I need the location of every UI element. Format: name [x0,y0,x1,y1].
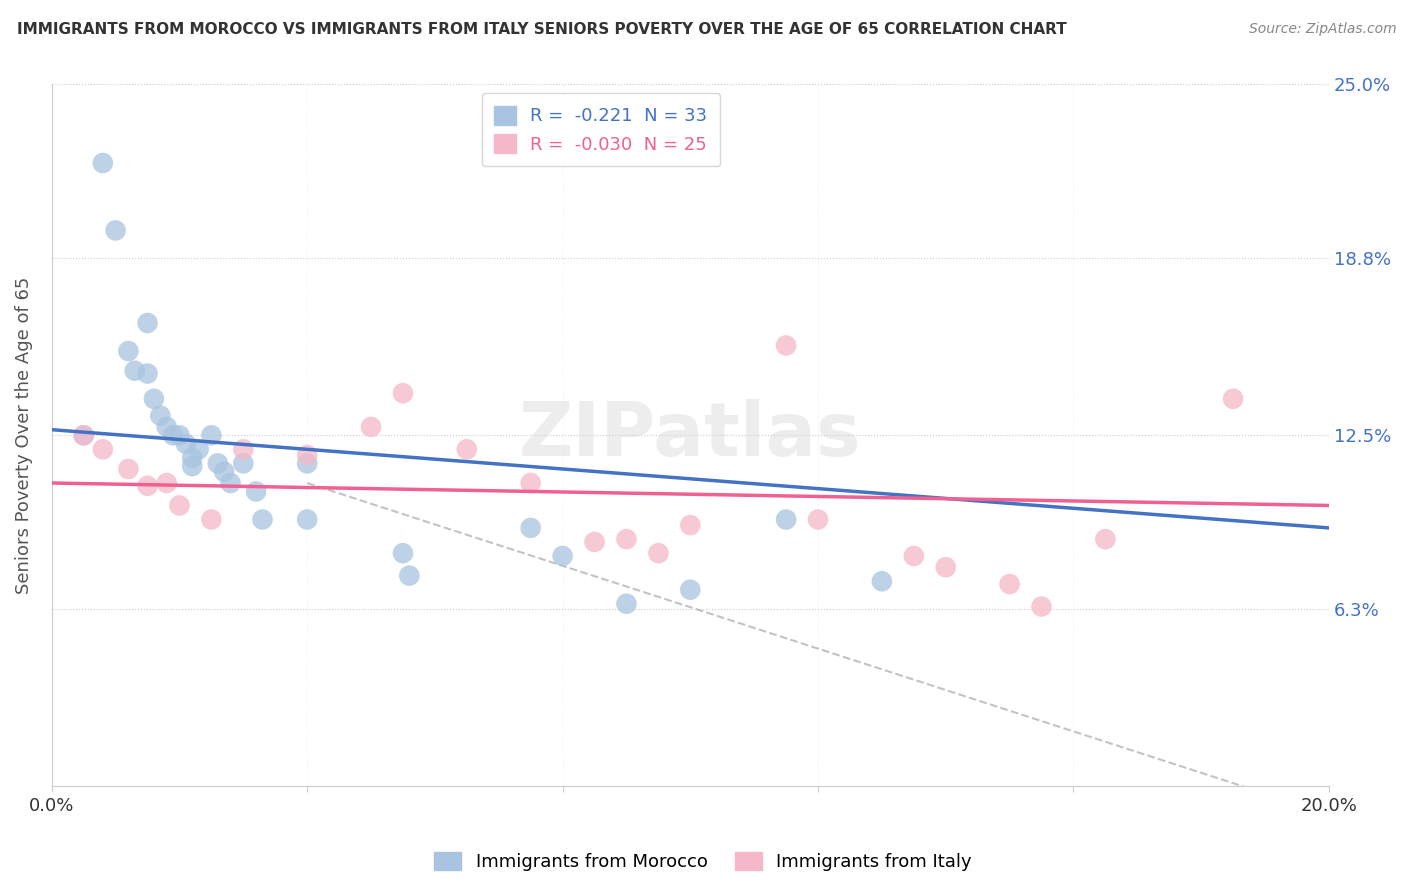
Point [392,546,415,560]
Point [295,448,318,462]
Point [616,597,638,611]
Text: IMMIGRANTS FROM MOROCCO VS IMMIGRANTS FROM ITALY SENIORS POVERTY OVER THE AGE OF: IMMIGRANTS FROM MOROCCO VS IMMIGRANTS FR… [17,22,1067,37]
Point [124,364,146,378]
Point [519,475,541,490]
Point [398,568,420,582]
Point [200,428,222,442]
Point [187,442,209,457]
Point [360,420,382,434]
Point [181,450,204,465]
Point [456,442,478,457]
Point [169,499,191,513]
Point [219,475,242,490]
Point [295,456,318,470]
Point [156,475,179,490]
Point [232,456,254,470]
Point [136,479,159,493]
Point [679,582,702,597]
Y-axis label: Seniors Poverty Over the Age of 65: Seniors Poverty Over the Age of 65 [15,277,32,594]
Point [392,386,415,401]
Legend: R =  -0.221  N = 33, R =  -0.030  N = 25: R = -0.221 N = 33, R = -0.030 N = 25 [482,94,720,167]
Legend: Immigrants from Morocco, Immigrants from Italy: Immigrants from Morocco, Immigrants from… [427,845,979,879]
Point [583,535,606,549]
Point [1031,599,1053,614]
Point [775,338,797,352]
Point [935,560,957,574]
Point [104,223,127,237]
Point [870,574,893,589]
Text: ZIPatlas: ZIPatlas [519,399,862,472]
Point [136,316,159,330]
Point [136,367,159,381]
Point [551,549,574,563]
Point [156,420,179,434]
Point [212,465,235,479]
Point [679,518,702,533]
Point [73,428,96,442]
Point [807,512,830,526]
Point [647,546,669,560]
Point [162,428,184,442]
Point [775,512,797,526]
Point [1222,392,1244,406]
Point [169,428,191,442]
Text: Source: ZipAtlas.com: Source: ZipAtlas.com [1249,22,1396,37]
Point [1094,532,1116,546]
Point [903,549,925,563]
Point [91,442,114,457]
Point [519,521,541,535]
Point [73,428,96,442]
Point [232,442,254,457]
Point [200,512,222,526]
Point [142,392,165,406]
Point [245,484,267,499]
Point [295,512,318,526]
Point [117,344,139,359]
Point [174,436,197,450]
Point [616,532,638,546]
Point [149,409,172,423]
Point [181,459,204,474]
Point [998,577,1021,591]
Point [117,462,139,476]
Point [252,512,274,526]
Point [207,456,229,470]
Point [91,156,114,170]
